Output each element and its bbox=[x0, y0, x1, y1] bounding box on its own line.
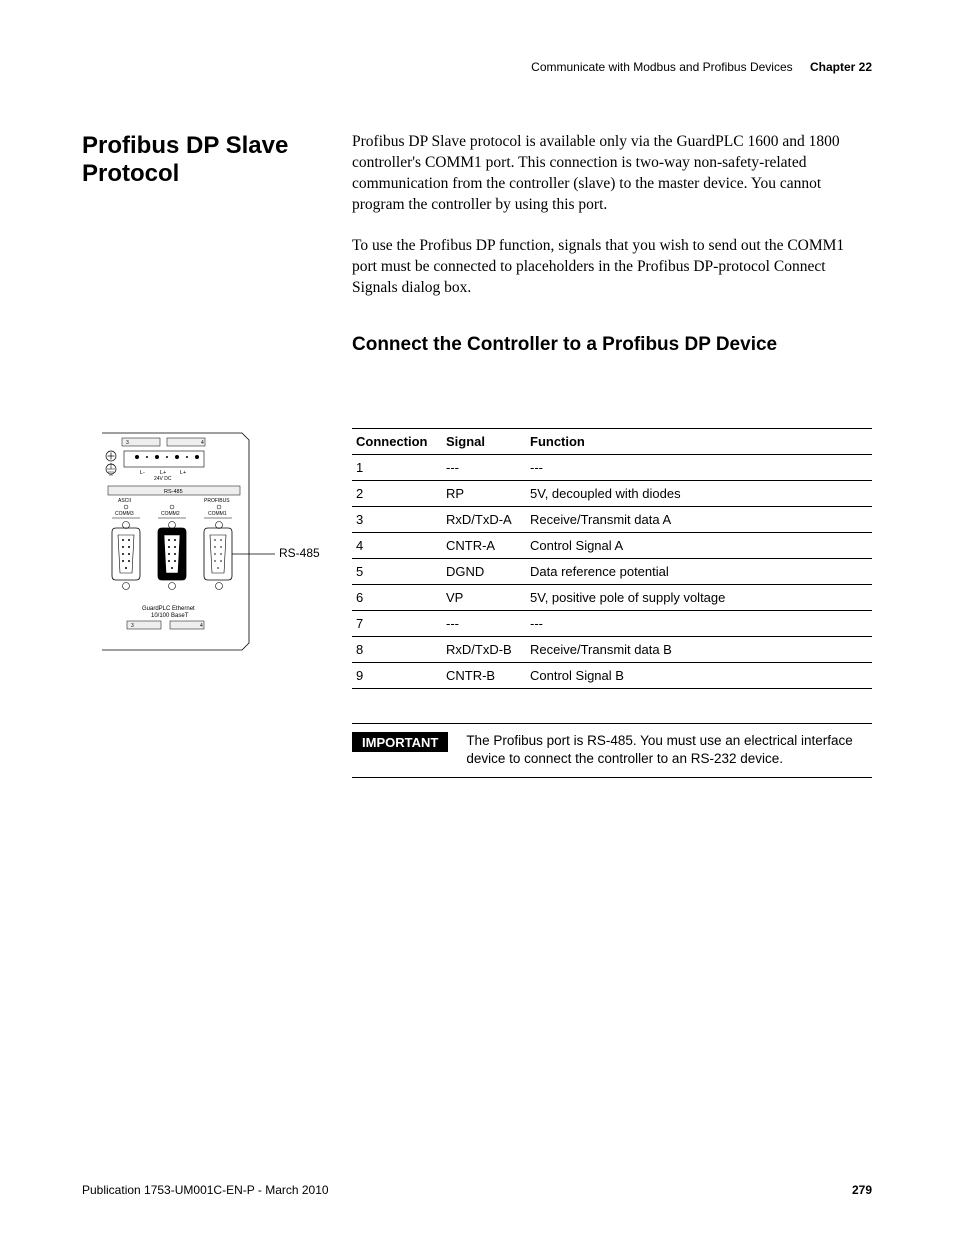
table-cell: CNTR-B bbox=[442, 663, 526, 689]
svg-text:24V DC: 24V DC bbox=[154, 476, 172, 482]
rs485-callout: RS-485 bbox=[279, 546, 320, 560]
table-cell: Control Signal B bbox=[526, 663, 872, 689]
table-cell: 2 bbox=[352, 481, 442, 507]
table-cell: 6 bbox=[352, 585, 442, 611]
svg-text:L-: L- bbox=[140, 470, 145, 476]
table-cell: 5V, decoupled with diodes bbox=[526, 481, 872, 507]
important-tag: IMPORTANT bbox=[352, 732, 448, 752]
db9-port-1 bbox=[112, 518, 140, 590]
table-cell: --- bbox=[442, 611, 526, 637]
table-header-row: Connection Signal Function bbox=[352, 429, 872, 455]
important-text: The Profibus port is RS-485. You must us… bbox=[466, 732, 872, 768]
table-row: 6VP5V, positive pole of supply voltage bbox=[352, 585, 872, 611]
table-row: 3RxD/TxD-AReceive/Transmit data A bbox=[352, 507, 872, 533]
paragraph-1: Profibus DP Slave protocol is available … bbox=[352, 132, 872, 216]
table-cell: RxD/TxD-A bbox=[442, 507, 526, 533]
table-cell: 5 bbox=[352, 559, 442, 585]
table-cell: --- bbox=[526, 455, 872, 481]
table-cell: --- bbox=[442, 455, 526, 481]
page-number: 279 bbox=[852, 1183, 872, 1197]
table-cell: 1 bbox=[352, 455, 442, 481]
table-cell: 9 bbox=[352, 663, 442, 689]
table-row: 8RxD/TxD-BReceive/Transmit data B bbox=[352, 637, 872, 663]
svg-text:4: 4 bbox=[200, 623, 203, 629]
header-chapter: Chapter 22 bbox=[810, 60, 872, 74]
section-intro: Profibus DP Slave Protocol Profibus DP S… bbox=[82, 132, 872, 376]
svg-text:10/100 BaseT: 10/100 BaseT bbox=[151, 613, 189, 619]
pin-table: Connection Signal Function 1------2RP5V,… bbox=[352, 428, 872, 689]
page-footer: Publication 1753-UM001C-EN-P - March 201… bbox=[82, 1183, 872, 1197]
svg-text:RS-485: RS-485 bbox=[164, 489, 183, 495]
header-breadcrumb: Communicate with Modbus and Profibus Dev… bbox=[531, 60, 792, 74]
svg-text:L+: L+ bbox=[180, 470, 186, 476]
table-cell: Receive/Transmit data A bbox=[526, 507, 872, 533]
controller-diagram: 3 4 L- L+ L+ 24V DC bbox=[82, 428, 352, 658]
table-row: 9CNTR-BControl Signal B bbox=[352, 663, 872, 689]
table-cell: RxD/TxD-B bbox=[442, 637, 526, 663]
top-strip-2-label: 4 bbox=[201, 440, 204, 446]
svg-text:COMM1: COMM1 bbox=[208, 511, 227, 517]
paragraph-2: To use the Profibus DP function, signals… bbox=[352, 236, 872, 299]
svg-text:COMM3: COMM3 bbox=[115, 511, 134, 517]
publication-id: Publication 1753-UM001C-EN-P - March 201… bbox=[82, 1183, 329, 1197]
side-heading: Profibus DP Slave Protocol bbox=[82, 132, 352, 187]
important-callout: IMPORTANT The Profibus port is RS-485. Y… bbox=[352, 723, 872, 777]
table-row: 1------ bbox=[352, 455, 872, 481]
pin-table-container: Connection Signal Function 1------2RP5V,… bbox=[352, 428, 872, 777]
table-cell: 4 bbox=[352, 533, 442, 559]
svg-text:COMM2: COMM2 bbox=[161, 511, 180, 517]
svg-text:GuardPLC Ethernet: GuardPLC Ethernet bbox=[142, 606, 195, 612]
table-row: 2RP5V, decoupled with diodes bbox=[352, 481, 872, 507]
svg-text:3: 3 bbox=[131, 623, 134, 629]
page: Communicate with Modbus and Profibus Dev… bbox=[0, 0, 954, 1235]
running-header: Communicate with Modbus and Profibus Dev… bbox=[82, 60, 872, 74]
body-column: Profibus DP Slave protocol is available … bbox=[352, 132, 872, 376]
table-cell: RP bbox=[442, 481, 526, 507]
subheading: Connect the Controller to a Profibus DP … bbox=[352, 332, 872, 358]
table-cell: Receive/Transmit data B bbox=[526, 637, 872, 663]
diagram-and-table-row: 3 4 L- L+ L+ 24V DC bbox=[82, 428, 872, 777]
svg-text:ASCII: ASCII bbox=[118, 498, 131, 504]
table-cell: Control Signal A bbox=[526, 533, 872, 559]
table-cell: 8 bbox=[352, 637, 442, 663]
table-row: 5DGNDData reference potential bbox=[352, 559, 872, 585]
table-cell: Data reference potential bbox=[526, 559, 872, 585]
table-cell: --- bbox=[526, 611, 872, 637]
th-signal: Signal bbox=[442, 429, 526, 455]
th-function: Function bbox=[526, 429, 872, 455]
table-cell: 7 bbox=[352, 611, 442, 637]
svg-text:PROFIBUS: PROFIBUS bbox=[204, 498, 230, 504]
table-cell: VP bbox=[442, 585, 526, 611]
table-cell: 3 bbox=[352, 507, 442, 533]
table-cell: DGND bbox=[442, 559, 526, 585]
top-strip-1-label: 3 bbox=[126, 440, 129, 446]
table-cell: CNTR-A bbox=[442, 533, 526, 559]
table-cell: 5V, positive pole of supply voltage bbox=[526, 585, 872, 611]
table-row: 7------ bbox=[352, 611, 872, 637]
table-row: 4CNTR-A Control Signal A bbox=[352, 533, 872, 559]
db9-port-3 bbox=[204, 518, 232, 590]
th-connection: Connection bbox=[352, 429, 442, 455]
db9-port-2 bbox=[158, 518, 186, 590]
